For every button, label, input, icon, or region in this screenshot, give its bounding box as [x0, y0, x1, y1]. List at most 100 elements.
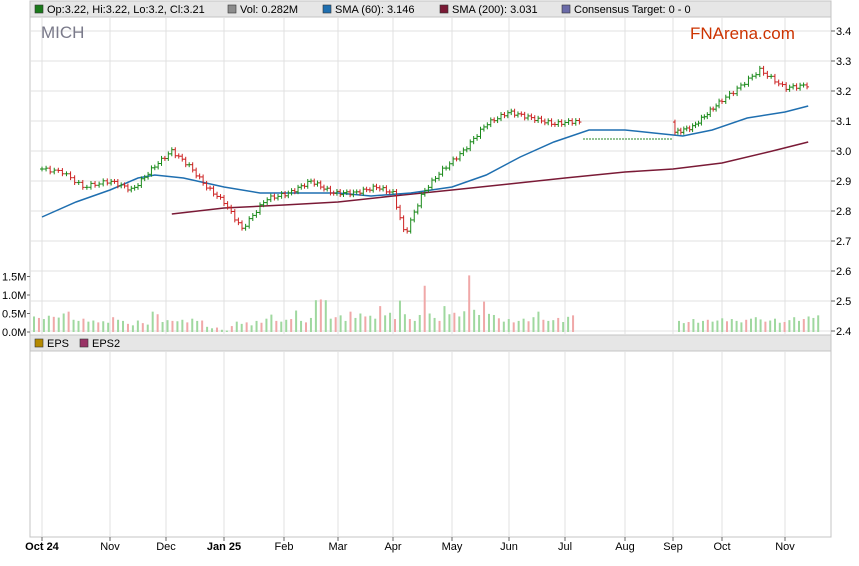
volume-bar	[562, 322, 565, 332]
volume-bar	[678, 320, 680, 332]
legend-ohlc: Op:3.22, Hi:3.22, Lo:3.2, Cl:3.21	[47, 4, 205, 16]
volume-bar	[334, 317, 337, 332]
volume-bar	[270, 314, 273, 332]
volume-bar	[225, 330, 228, 332]
volume-bar	[102, 321, 105, 332]
volume-bar	[72, 319, 75, 332]
price-tick-label: 3.3	[836, 56, 851, 68]
volume-bar	[339, 315, 342, 332]
volume-bar	[176, 321, 179, 332]
legend-swatch-sma200	[439, 4, 449, 14]
volume-bar	[354, 317, 357, 332]
sma-200-series	[171, 141, 809, 215]
volume-bar	[309, 317, 312, 332]
volume-bar	[817, 315, 820, 332]
volume-bar	[42, 319, 45, 332]
volume-bar	[280, 321, 283, 332]
volume-bar	[798, 320, 800, 332]
volume-bar	[408, 319, 411, 332]
volume-bar	[735, 320, 738, 332]
volume-bar	[57, 317, 60, 332]
volume-bar	[754, 317, 757, 332]
volume-bar	[697, 322, 700, 332]
legend-swatch-consensus	[561, 4, 571, 14]
brand-logo-fn: FN	[690, 24, 713, 43]
volume-bar	[572, 315, 575, 332]
volume-bar	[196, 320, 199, 332]
volume-bar	[77, 320, 80, 332]
volume-bar	[802, 319, 805, 332]
month-tick-label: Apr	[384, 541, 401, 553]
volume-bar	[413, 320, 416, 332]
month-axis-ticks: Oct 24 Nov Dec Jan 25 Feb Mar Apr May Jun Jul Aug S…	[25, 537, 795, 553]
volume-bar	[552, 320, 555, 332]
volume-bar	[711, 321, 714, 332]
volume-bar	[706, 319, 709, 332]
volume-bars	[33, 275, 820, 332]
volume-bar	[807, 316, 810, 332]
volume-bar	[453, 312, 456, 332]
volume-bar	[290, 319, 293, 332]
volume-bar	[250, 325, 253, 332]
price-tick-label: 2.8	[836, 206, 851, 218]
brand-logo-rest: Arena.com	[713, 24, 795, 43]
volume-bar	[557, 317, 560, 332]
volume-bar	[235, 321, 238, 332]
volume-bar	[428, 313, 431, 332]
volume-tick-label: 1.5M	[2, 272, 26, 284]
volume-bar	[438, 320, 441, 332]
legend-volume: Vol: 0.282M	[240, 4, 298, 16]
legend-swatch-ohlc	[34, 4, 44, 14]
volume-bar	[215, 327, 218, 332]
volume-bar	[107, 322, 110, 332]
month-tick-label: Mar	[329, 541, 348, 553]
volume-bar	[47, 315, 50, 332]
price-legend: Op:3.22, Hi:3.22, Lo:3.2, Cl:3.21 Vol: 0…	[34, 4, 691, 16]
volume-bar	[141, 323, 144, 332]
volume-bar	[314, 300, 317, 332]
month-tick-label: May	[442, 541, 463, 553]
legend-consensus: Consensus Target: 0 - 0	[574, 4, 691, 16]
volume-bar	[783, 322, 786, 332]
volume-bar	[423, 285, 426, 332]
price-tick-label: 2.7	[836, 236, 851, 248]
volume-bar	[379, 306, 382, 332]
brand-logo: FNArena.com	[690, 24, 795, 43]
month-tick-label: Jun	[500, 541, 518, 553]
volume-bar	[487, 313, 490, 332]
volume-bar	[211, 328, 214, 332]
volume-bar	[389, 312, 392, 332]
legend-swatch-sma60	[322, 4, 332, 14]
volume-bar	[730, 319, 733, 332]
volume-bar	[702, 320, 704, 332]
sma-60-line	[41, 105, 809, 218]
price-tick-label: 2.5	[836, 296, 851, 308]
eps-panel	[29, 350, 832, 538]
volume-bar	[265, 318, 268, 332]
volume-bar	[458, 316, 461, 332]
volume-tick-label: 0.5M	[2, 309, 26, 321]
month-tick-label: Nov	[775, 541, 795, 553]
sma-200-line	[171, 141, 809, 215]
volume-bar	[769, 320, 772, 332]
volume-bar	[740, 322, 743, 332]
volume-bar	[512, 322, 515, 332]
legend-sma200: SMA (200): 3.031	[452, 4, 538, 16]
volume-bar	[260, 322, 263, 332]
volume-bar	[156, 314, 159, 332]
volume-bar	[240, 323, 243, 332]
volume-bar	[255, 320, 258, 332]
volume-bar	[403, 314, 406, 332]
legend-swatch-eps	[34, 338, 44, 348]
volume-bar	[473, 309, 476, 332]
volume-bar	[319, 299, 322, 332]
volume-bar	[537, 311, 540, 332]
ohlc-bars	[40, 65, 810, 234]
volume-tick-label: 0.0M	[2, 327, 26, 339]
month-tick-label: Dec	[156, 541, 176, 553]
volume-bar	[726, 321, 728, 332]
volume-bar	[774, 318, 776, 332]
volume-bar	[507, 319, 510, 332]
volume-bar	[793, 317, 796, 332]
